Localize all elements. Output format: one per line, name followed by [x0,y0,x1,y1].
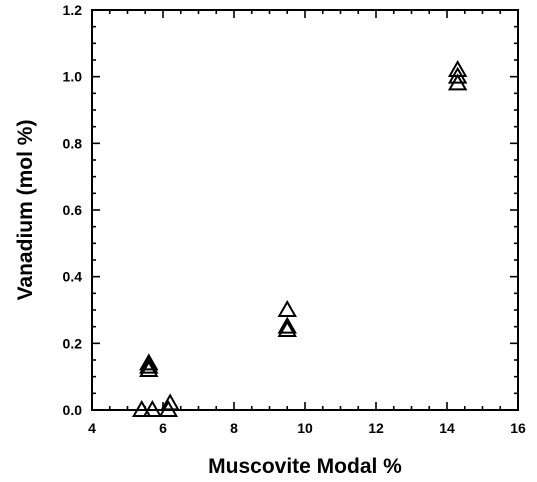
data-point-triangle [277,299,297,317]
y-tick-label: 1.0 [63,69,83,85]
data-points [131,59,468,417]
data-point-triangle [139,353,159,371]
data-point-triangle [142,399,163,417]
data-point-triangle [277,319,297,337]
y-tick-label: 0.0 [63,402,83,418]
data-point-triangle [277,316,297,334]
data-point-triangle [139,356,159,374]
data-point-triangle [131,399,152,417]
data-point-triangle [447,66,468,84]
y-tick-label: 0.6 [63,202,83,218]
x-tick-label: 14 [439,420,455,436]
y-tick-label: 0.4 [63,269,83,285]
x-tick-label: 6 [159,420,167,436]
data-point-triangle [447,73,468,91]
tick-labels: 4 6 8 10 12 14 16 0.0 0.2 0.4 0.6 0.8 1.0 1.2 [63,2,526,436]
data-point-triangle [160,393,180,411]
x-tick-label: 4 [88,420,96,436]
x-tick-label: 16 [510,420,526,436]
ticks [91,9,519,411]
y-axis-title: Vanadium (mol %) [14,120,37,301]
x-tick-label: 12 [368,420,384,436]
y-tick-label: 1.2 [63,2,83,18]
x-tick-label: 10 [297,420,313,436]
data-point-triangle [139,359,159,377]
y-tick-label: 0.2 [63,335,83,351]
x-axis-title: Muscovite Modal % [208,455,402,478]
x-tick-label: 8 [230,420,238,436]
y-tick-label: 0.8 [63,135,83,151]
